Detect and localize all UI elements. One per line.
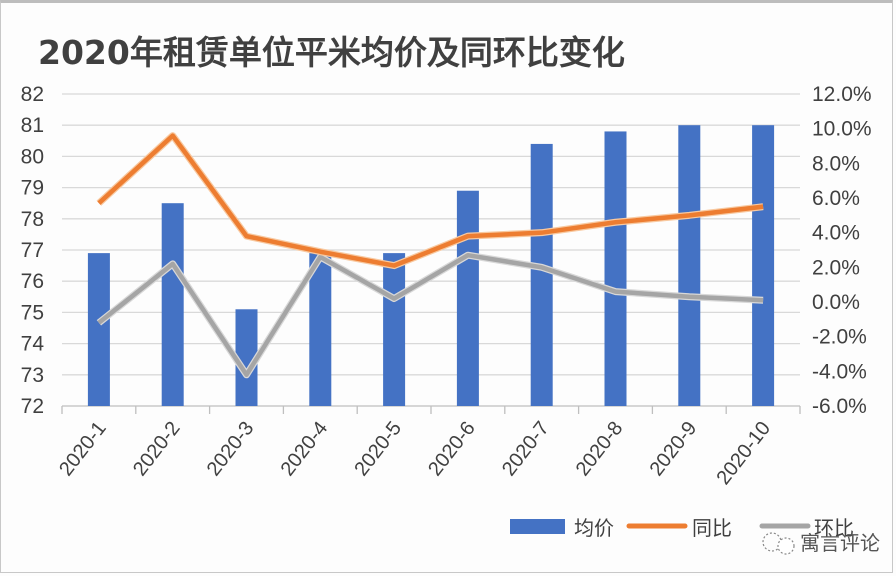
x-tick-label: 2020-5 [350, 418, 406, 481]
gridlines [62, 93, 800, 407]
y-tick-label: 80 [21, 145, 44, 168]
y2-tick-label: 0.0% [812, 291, 860, 314]
y-tick-label: 74 [21, 333, 45, 356]
x-tick-label: 2020-3 [203, 418, 259, 481]
y-tick-label: 72 [21, 395, 44, 418]
y2-tick-label: 2.0% [812, 256, 860, 279]
y2-tick-label: 8.0% [812, 152, 860, 175]
watermark-text: 寓言评论 [800, 531, 880, 555]
legend-bar-label: 均价 [574, 516, 614, 540]
bar [678, 125, 701, 406]
y2-tick-label: -6.0% [812, 395, 867, 418]
bar [235, 309, 258, 406]
y-tick-label: 78 [21, 208, 44, 231]
mom-line-glow [96, 251, 764, 379]
x-tick-label: 2020-9 [646, 418, 702, 481]
legend-mom-label: 环比 [814, 516, 854, 540]
x-axis: 2020-1 2020-2 2020-3 2020-4 2020-5 2020-6 2020… [55, 406, 801, 489]
bar [87, 253, 110, 406]
x-tick-label: 2020-7 [498, 418, 554, 481]
x-tick-label: 2020-10 [713, 418, 776, 489]
y-tick-label: 81 [21, 114, 44, 137]
chart-title: 2020年租赁单位平米均价及同环比变化 [38, 33, 625, 72]
legend: 均价 同比 环比 [510, 516, 854, 540]
yoy-line-glow [96, 132, 764, 270]
watermark: 寓言评论 [762, 531, 880, 555]
y2-tick-label: 6.0% [812, 187, 860, 210]
mom-line [97, 252, 764, 378]
y2-tick-label: 12.0% [812, 83, 872, 106]
x-tick-label: 2020-2 [129, 418, 185, 481]
legend-yoy-label: 同比 [692, 516, 732, 540]
wechat-icon-small [777, 537, 795, 555]
bar [456, 190, 479, 406]
y-tick-label: 79 [21, 177, 44, 200]
y2-tick-label: 10.0% [812, 118, 872, 141]
y-tick-label: 75 [21, 301, 44, 324]
bar [604, 131, 627, 406]
left-y-axis: 82 81 80 79 78 77 76 75 74 73 72 [21, 83, 45, 418]
legend-bar-swatch [510, 519, 565, 534]
bar-series-avg-price [87, 125, 775, 407]
y2-tick-label: -2.0% [812, 326, 867, 349]
y-tick-label: 76 [21, 270, 44, 293]
wechat-icon [762, 532, 782, 552]
yoy-line [97, 133, 764, 268]
bar [752, 125, 775, 406]
bar [161, 203, 184, 406]
y2-tick-label: 4.0% [812, 222, 860, 245]
x-tick-label: 2020-4 [277, 418, 333, 481]
y-tick-label: 73 [21, 364, 44, 387]
y2-tick-label: -4.0% [812, 360, 867, 383]
y-tick-label: 82 [21, 83, 44, 106]
y-tick-label: 77 [21, 239, 44, 262]
right-y-axis: 12.0% 10.0% 8.0% 6.0% 4.0% 2.0% 0.0% -2.0% -4.0%… [812, 83, 872, 418]
x-tick-label: 2020-8 [572, 418, 628, 481]
bar [530, 143, 553, 407]
bar [309, 253, 332, 406]
line-series [96, 132, 764, 379]
x-tick-label: 2020-1 [55, 418, 111, 481]
x-tick-label: 2020-6 [424, 418, 480, 481]
bar [383, 253, 406, 406]
